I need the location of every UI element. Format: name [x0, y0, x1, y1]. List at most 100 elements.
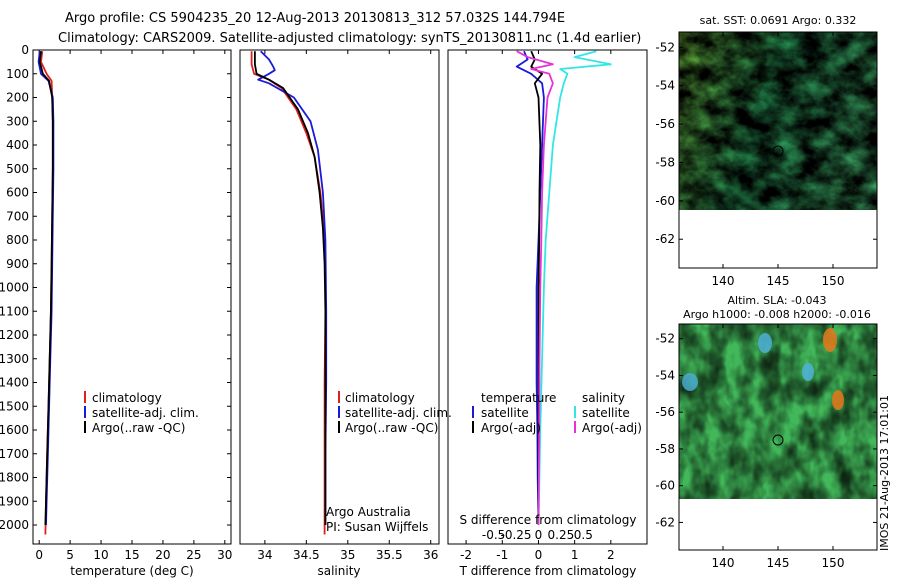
- lat-tick-label: -52: [655, 40, 675, 54]
- x-tick-label: 36: [423, 548, 438, 562]
- legend-sal-satellite-label: satellite: [582, 406, 630, 420]
- depth-tick-label: 0: [21, 43, 29, 57]
- sst-field: [679, 32, 877, 210]
- salinity-profiles: [250, 50, 328, 535]
- x-tick-label: 0: [35, 548, 43, 562]
- legend-temperature-title: temperature: [481, 391, 556, 405]
- s-tick-label: -0.25: [500, 528, 531, 542]
- salinity-x-axis: 34 34.5 35 35.5 36: [257, 50, 438, 562]
- legend-sal-satellite-swatch: [574, 406, 576, 418]
- depth-tick-label: 1800: [0, 471, 29, 485]
- depth-tick-label: 1400: [0, 376, 29, 390]
- series-line-argo: [253, 51, 327, 525]
- depth-tick-label: 1900: [0, 494, 29, 508]
- figure-title-line1: Argo profile: CS 5904235_20 12-Aug-2013 …: [65, 11, 565, 26]
- argo-institution-label: Argo Australia: [326, 505, 411, 519]
- s-difference-label: S difference from climatology: [460, 513, 637, 527]
- depth-tick-label: 100: [6, 67, 29, 81]
- legend-sal-argo-swatch: [574, 421, 576, 433]
- depth-tick-label: 1300: [0, 352, 29, 366]
- depth-tick-label: 1500: [0, 399, 29, 413]
- legend-satellite-label: satellite-adj. clim.: [92, 406, 199, 420]
- lat-tick-label: -54: [655, 368, 675, 382]
- sst-map-title: sat. SST: 0.0691 Argo: 0.332: [700, 14, 857, 27]
- salinity-panel: 34 34.5 35 35.5 36 climatology satellite-adj…: [239, 49, 452, 578]
- x-tick-label: -2: [460, 548, 472, 562]
- series-line-argo: [38, 51, 54, 526]
- legend-climatology-swatch: [84, 391, 86, 403]
- sla-map-axes: 140 145 150 -52 -54 -56 -58 -60 -62: [655, 324, 877, 570]
- legend-argo-label: Argo(..raw -QC): [92, 421, 185, 435]
- difference-axes-frame: [447, 49, 648, 545]
- sla-argo-position-marker: [772, 434, 784, 446]
- legend-temp-argo-label: Argo(-adj): [481, 421, 541, 435]
- lon-tick-label: 140: [712, 274, 735, 288]
- depth-tick-label: 200: [6, 91, 29, 105]
- x-tick-label: 15: [124, 548, 139, 562]
- legend-satellite-label: satellite-adj. clim.: [345, 406, 452, 420]
- t-difference-label: T difference from climatology: [459, 564, 637, 578]
- depth-tick-label: 1700: [0, 447, 29, 461]
- legend-temp-satellite-swatch: [472, 406, 474, 418]
- x-tick-label: 30: [217, 548, 232, 562]
- depth-tick-label: 500: [6, 162, 29, 176]
- lon-tick-label: 150: [822, 556, 845, 570]
- x-tick-label: 1: [571, 548, 579, 562]
- depth-tick-label: 1200: [0, 328, 29, 342]
- lon-tick-label: 150: [822, 274, 845, 288]
- lat-tick-label: -60: [655, 194, 675, 208]
- s-tick-label: -0.5: [482, 528, 505, 542]
- x-tick-label: 34.5: [293, 548, 320, 562]
- x-tick-label: 35: [340, 548, 355, 562]
- temperature-profiles: [37, 51, 55, 535]
- series-line-salinity_argo: [516, 50, 554, 526]
- x-tick-label: -1: [496, 548, 508, 562]
- depth-tick-label: 700: [6, 209, 29, 223]
- lat-tick-label: -56: [655, 405, 675, 419]
- legend-climatology-label: climatology: [92, 391, 162, 405]
- legend-sal-argo-label: Argo(-adj): [582, 421, 642, 435]
- legend-climatology-label: climatology: [345, 391, 415, 405]
- x-tick-label: 0: [535, 548, 543, 562]
- legend-argo-swatch: [338, 421, 340, 433]
- lat-tick-label: -58: [655, 155, 675, 169]
- temperature-axes-frame: [32, 49, 232, 545]
- lon-tick-label: 145: [767, 274, 790, 288]
- depth-tick-label: 2000: [0, 518, 29, 532]
- lat-tick-label: -62: [655, 232, 675, 246]
- salinity-x-label: salinity: [317, 564, 360, 578]
- salinity-legend: climatology satellite-adj. clim. Argo(..…: [338, 391, 452, 435]
- depth-tick-label: 1600: [0, 423, 29, 437]
- depth-tick-label: 400: [6, 138, 29, 152]
- legend-climatology-swatch: [338, 391, 340, 403]
- imos-timestamp-watermark: IMOS 21-Aug-2013 17:01:01: [878, 395, 891, 551]
- temperature-legend: climatology satellite-adj. clim. Argo(..…: [84, 391, 199, 435]
- argo-pi-label: PI: Susan Wijffels: [326, 520, 428, 534]
- difference-legend: temperature satellite Argo(-adj) salinit…: [472, 391, 642, 435]
- s-tick-label: 0.5: [574, 528, 593, 542]
- s-difference-axis: -0.5-0.25 0 0.25 0.5: [482, 528, 593, 542]
- depth-tick-label: 1000: [0, 281, 29, 295]
- temperature-x-axis: 0 5 10 15 20 25 30: [35, 50, 232, 562]
- series-line-climatology: [250, 51, 327, 535]
- legend-satellite-swatch: [84, 406, 86, 418]
- sst-map-panel: sat. SST: 0.0691 Argo: 0.332 140 145 150 -5…: [655, 14, 878, 288]
- sst-argo-position-marker: [772, 145, 784, 157]
- s-tick-label: 0.25: [548, 528, 575, 542]
- temperature-x-label: temperature (deg C): [70, 564, 193, 578]
- lat-tick-label: -62: [655, 515, 675, 529]
- lon-tick-label: 145: [767, 556, 790, 570]
- x-tick-label: 2: [607, 548, 615, 562]
- legend-argo-swatch: [84, 421, 86, 433]
- difference-panel: -2 -1 0 1 2 temperature satellite Argo(-adj)…: [447, 49, 648, 578]
- lon-tick-label: 140: [712, 556, 735, 570]
- x-tick-label: 34: [257, 548, 272, 562]
- legend-satellite-swatch: [338, 406, 340, 418]
- lat-tick-label: -58: [655, 442, 675, 456]
- depth-tick-label: 800: [6, 233, 29, 247]
- difference-profiles: [515, 50, 612, 526]
- legend-argo-label: Argo(..raw -QC): [345, 421, 438, 435]
- difference-x-axis: -2 -1 0 1 2: [460, 50, 615, 562]
- figure-title-line2: Climatology: CARS2009. Satellite-adjuste…: [58, 31, 641, 46]
